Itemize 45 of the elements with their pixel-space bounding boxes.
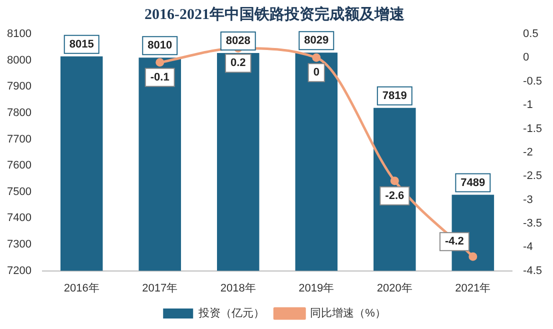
y-tick-label: 7300 (6, 238, 32, 251)
x-tick-label: 2020年 (376, 282, 412, 294)
y-tick-label: 8100 (6, 28, 32, 40)
x-tick-label: 2017年 (142, 282, 178, 294)
x-tick-label: 2018年 (220, 282, 256, 294)
legend-label: 同比增速（%） (310, 306, 386, 320)
data-label: 0 (313, 66, 320, 79)
point (390, 176, 399, 186)
data-label: 8015 (69, 38, 94, 50)
legend-label: 投资（亿元） (198, 308, 265, 320)
y-tick-label: 8000 (6, 54, 32, 66)
point (156, 58, 164, 67)
y-tick-label: 7700 (6, 133, 32, 146)
x-tick-label: 2019年 (298, 282, 334, 294)
y2-tick-label: -3.5 (523, 217, 542, 230)
y-tick-label: 7500 (6, 186, 32, 198)
y-tick-label: 7400 (6, 212, 32, 224)
y2-tick-label: 0 (523, 52, 530, 64)
y2-tick-label: -1 (523, 99, 533, 112)
x-tick-label: 2021年 (455, 282, 491, 294)
data-label: 8029 (304, 34, 329, 47)
y-tick-label: 7200 (6, 264, 32, 277)
data-label: 8028 (226, 34, 250, 47)
x-tick-label: 2016年 (64, 282, 100, 294)
data-label: 8010 (148, 40, 172, 52)
y2-tick-label: -4.5 (523, 264, 542, 277)
y2-tick-label: -4 (523, 241, 533, 254)
y2-tick-label: 0.5 (523, 28, 538, 40)
y2-tick-label: -2 (523, 146, 533, 158)
y2-tick-label: -3 (523, 194, 533, 206)
data-label: -2.6 (385, 190, 404, 202)
data-label: 0.2 (230, 57, 246, 70)
y-tick-label: 7800 (6, 106, 32, 119)
y-tick-label: 7600 (6, 160, 32, 172)
y2-tick-label: -2.5 (523, 170, 542, 182)
data-label: -0.1 (150, 71, 170, 84)
y-tick-label: 7900 (6, 80, 32, 93)
data-label: 7819 (382, 90, 407, 102)
point (312, 53, 321, 62)
data-label: -4.2 (444, 236, 464, 248)
y2-tick-label: -0.5 (523, 75, 542, 88)
point (468, 252, 478, 261)
y2-tick-label: -1.5 (523, 122, 542, 135)
chart-title: 2016-2021年中国铁路投资完成额及增速 (144, 4, 406, 23)
data-label: 7489 (460, 176, 486, 189)
